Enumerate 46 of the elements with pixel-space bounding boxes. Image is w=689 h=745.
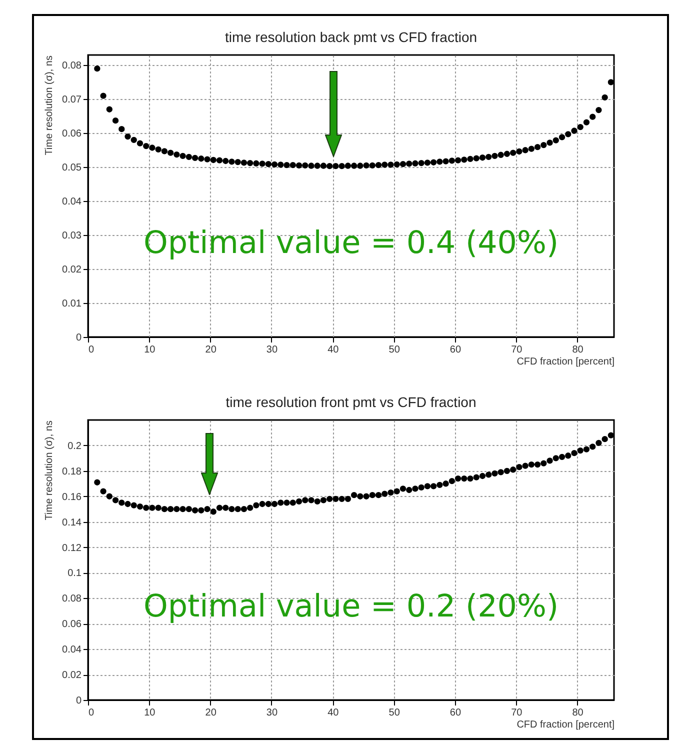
x-tick-label: 10 [144,344,156,356]
x-tick-label: 80 [572,344,584,356]
y-tick-label: 0.01 [62,298,82,310]
y-tick-label: 0.02 [62,670,82,682]
y-tick-label: 0.02 [62,264,82,276]
y-tick-label: 0.08 [62,60,82,72]
y-tick-label: 0.1 [68,568,82,580]
y-tick-label: 0.06 [62,128,82,140]
chart-title: time resolution front pmt vs CFD fraction [226,394,476,410]
x-tick-label: 0 [88,344,94,356]
x-tick-label: 60 [450,708,462,718]
y-tick-label: 0.04 [62,644,82,656]
x-tick-label: 80 [572,708,584,718]
y-tick-label: 0.18 [62,466,82,478]
y-tick-label: 0.16 [62,492,82,503]
y-tick-label: 0.14 [62,517,82,528]
y-tick-label: 0.04 [62,196,82,208]
annotation: Optimal value = 0.4 (40%) [143,224,559,261]
x-tick-label: 30 [266,344,278,356]
x-axis-title: CFD fraction [percent] [516,356,615,368]
y-axis-title: Time resolution (σ), ns [44,56,56,156]
x-tick-label: 20 [205,708,217,718]
x-tick-label: 70 [511,708,523,718]
y-tick-label: 0.03 [62,230,82,242]
y-tick-label: 0.06 [62,619,82,630]
y-tick-label: 0.08 [62,594,82,605]
y-tick-label: 0.2 [68,440,82,452]
y-tick-label: 0.12 [62,542,82,554]
y-tick-label: 0.07 [62,94,82,106]
x-tick-label: 30 [266,708,278,718]
x-tick-label: 10 [144,708,156,718]
annotation: Optimal value = 0.2 (20%) [143,588,559,625]
chart-title: time resolution back pmt vs CFD fraction [224,29,478,45]
y-tick-label: 0 [76,332,82,344]
x-tick-label: 20 [205,344,217,356]
x-tick-label: 60 [450,344,462,356]
x-tick-label: 40 [328,344,340,356]
x-axis-title: CFD fraction [percent] [516,720,615,730]
x-tick-label: 0 [88,708,94,718]
x-tick-label: 70 [511,344,523,356]
x-tick-label: 50 [388,708,400,718]
y-axis-title: Time resolution (σ), ns [44,420,56,520]
y-tick-label: 0 [76,696,82,706]
y-tick-label: 0.05 [62,162,82,174]
x-tick-label: 40 [328,708,340,718]
x-tick-label: 50 [388,344,400,356]
